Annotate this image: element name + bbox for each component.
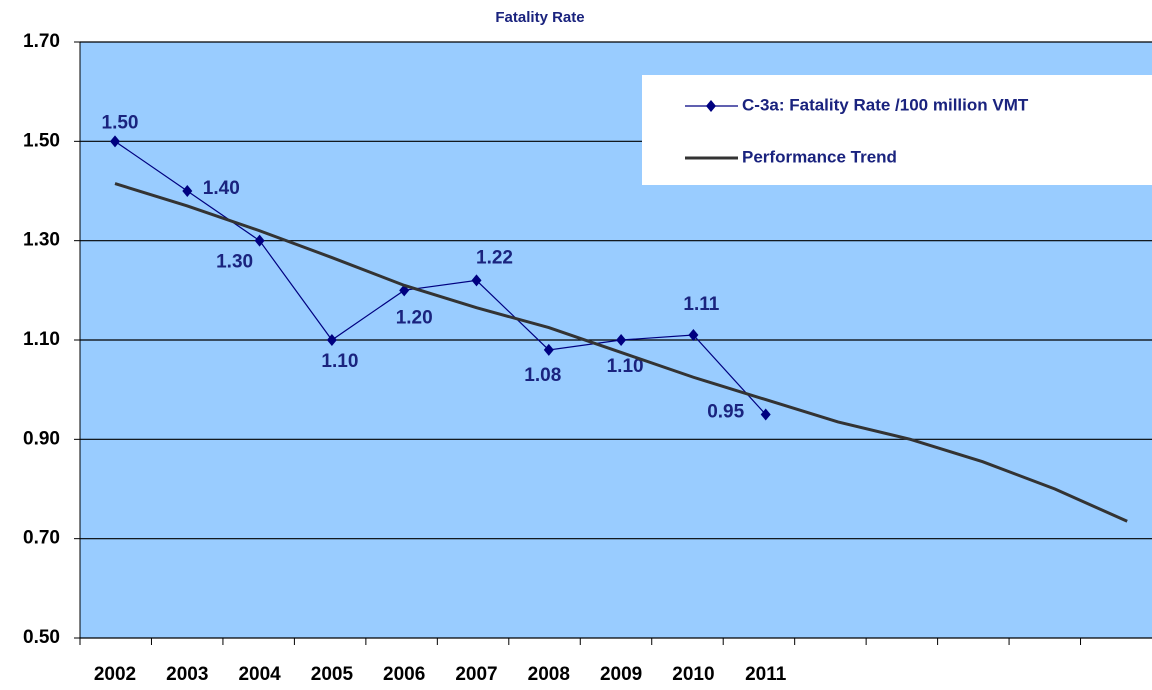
legend-box bbox=[642, 75, 1152, 185]
x-tick-label: 2004 bbox=[238, 664, 281, 685]
y-tick-label: 0.70 bbox=[23, 528, 60, 549]
x-tick-label: 2008 bbox=[528, 664, 570, 685]
x-tick-label: 2011 bbox=[745, 664, 787, 685]
y-tick-label: 0.50 bbox=[23, 627, 60, 648]
trend-line bbox=[114, 182, 1128, 523]
y-tick-label: 1.30 bbox=[23, 230, 60, 251]
marker bbox=[688, 329, 699, 342]
data-label: 1.11 bbox=[683, 294, 719, 315]
x-tick-label: 2007 bbox=[455, 664, 497, 685]
legend-label: Performance Trend bbox=[742, 147, 897, 166]
data-label: 1.30 bbox=[216, 252, 253, 273]
data-label: 1.08 bbox=[524, 365, 561, 386]
marker bbox=[616, 334, 627, 346]
marker bbox=[326, 334, 337, 346]
marker bbox=[471, 274, 482, 287]
legend-marker bbox=[706, 100, 716, 112]
marker bbox=[760, 408, 771, 421]
marker bbox=[543, 343, 554, 356]
y-tick-label: 1.50 bbox=[23, 130, 60, 151]
data-label: 1.50 bbox=[102, 112, 139, 133]
data-label: 1.10 bbox=[607, 356, 644, 377]
y-tick-label: 1.70 bbox=[23, 31, 60, 52]
y-tick-label: 0.90 bbox=[23, 428, 60, 449]
data-label: 0.95 bbox=[707, 402, 744, 423]
legend-label: C-3a: Fatality Rate /100 million VMT bbox=[742, 95, 1029, 114]
y-tick-label: 1.10 bbox=[23, 329, 60, 350]
data-label: 1.10 bbox=[321, 351, 358, 372]
marker bbox=[182, 185, 193, 197]
x-tick-label: 2009 bbox=[600, 664, 642, 685]
marker bbox=[110, 135, 120, 148]
x-tick-label: 2010 bbox=[672, 664, 714, 685]
chart-title: Fatality Rate bbox=[495, 9, 584, 26]
data-label: 1.20 bbox=[396, 307, 433, 328]
data-label: 1.22 bbox=[476, 247, 513, 268]
x-tick-label: 2002 bbox=[94, 664, 136, 685]
x-tick-label: 2003 bbox=[166, 664, 208, 685]
x-tick-label: 2006 bbox=[383, 664, 425, 685]
x-tick-label: 2005 bbox=[311, 664, 354, 685]
data-label: 1.40 bbox=[203, 178, 240, 199]
marker bbox=[254, 234, 265, 247]
series-line bbox=[114, 140, 767, 415]
